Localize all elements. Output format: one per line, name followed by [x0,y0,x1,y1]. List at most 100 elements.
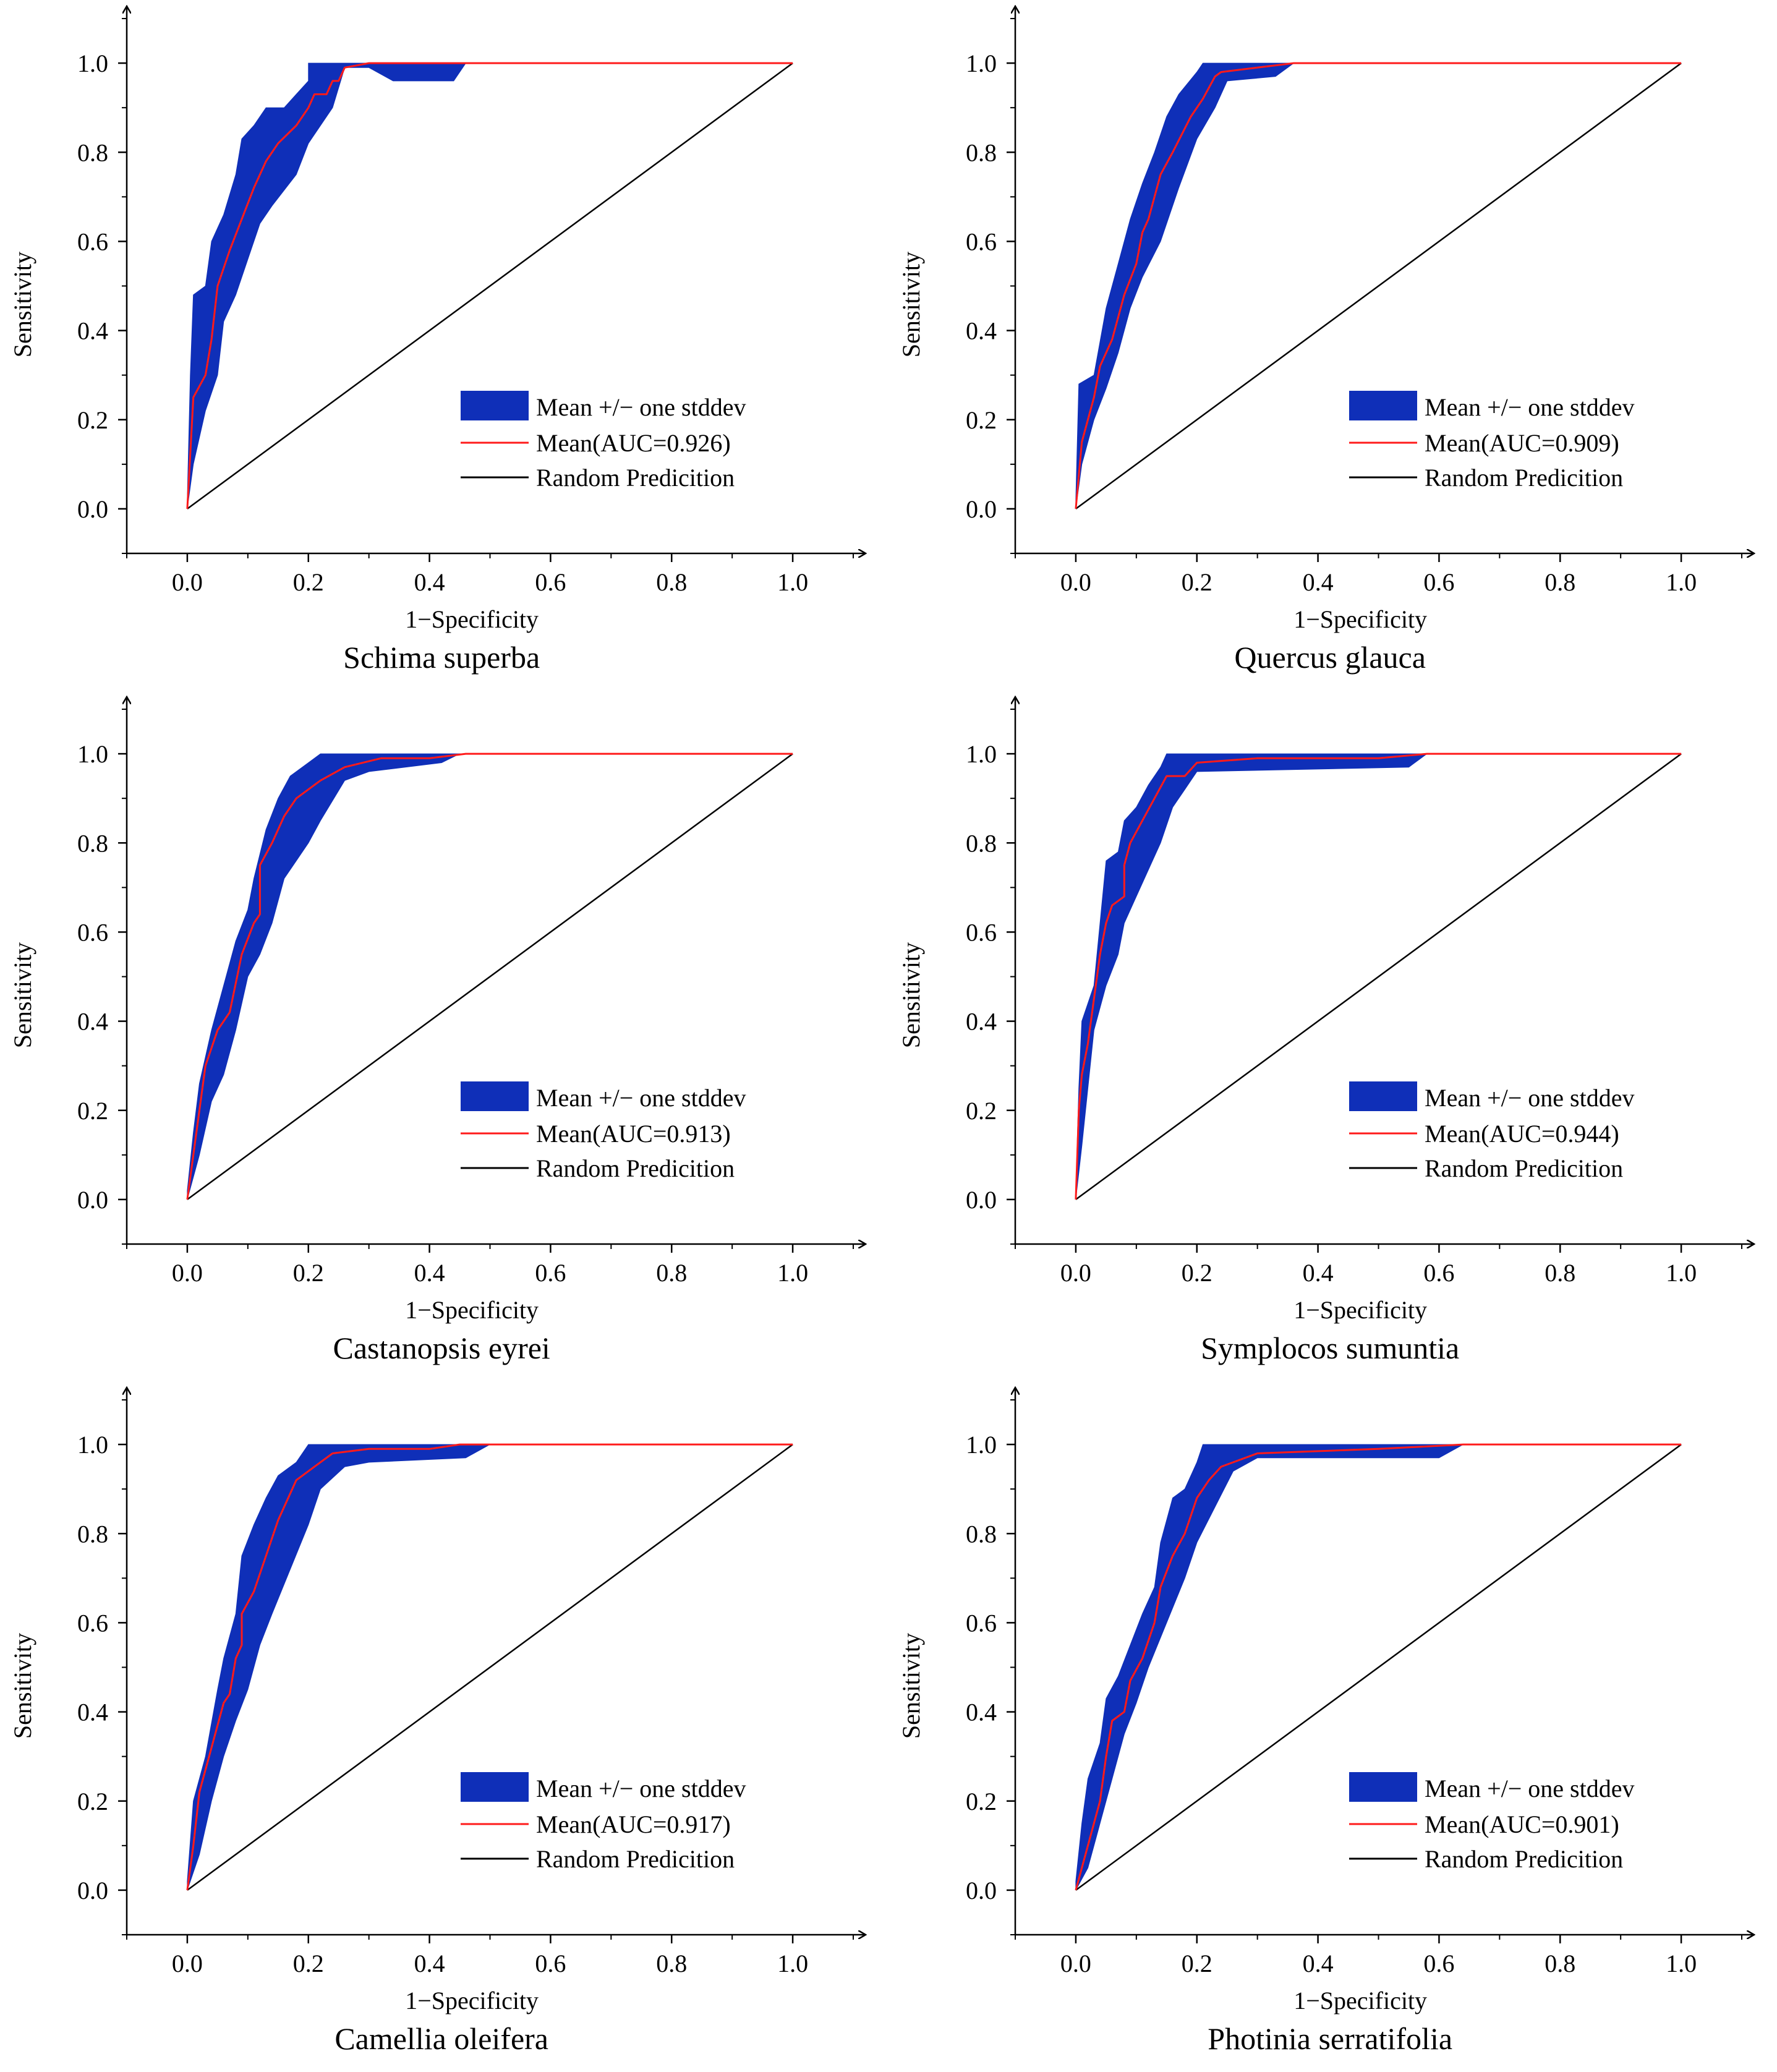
roc-panel-symplocos-sumuntia: 0.0 0.2 0.4 0.6 0.8 1.0 0.0 0.2 0.4 0.6 0.8 1.0 1−Sp… [888,691,1777,1381]
x-tick-label: 0.0 [172,1950,203,1977]
y-tick-label: 1.0 [966,740,997,768]
x-tick-label: 0.0 [1060,1950,1091,1977]
x-axis-title: 1−Specificity [1293,1987,1427,2014]
x-tick-label: 0.8 [1545,1950,1575,1977]
x-tick-label: 0.2 [293,1259,324,1287]
random-prediction-line [187,753,793,1200]
legend-label-random: Random Predicition [1425,1845,1623,1873]
y-tick-label: 0.4 [77,317,108,345]
legend-label-band: Mean +/− one stddev [536,1084,746,1112]
y-axis-title: Sensitivity [9,252,36,357]
y-tick-label: 0.4 [966,1699,997,1726]
roc-panel-castanopsis-eyrei: 0.0 0.2 0.4 0.6 0.8 1.0 0.0 0.2 0.4 0.6 0.8 1.0 1−Sp… [0,691,888,1381]
x-tick-label: 0.0 [172,1259,203,1287]
roc-chart: 0.0 0.2 0.4 0.6 0.8 1.0 0.0 0.2 0.4 0.6 0.8 1.0 1−Sp… [9,691,888,1365]
x-tick-label: 0.6 [1423,1259,1454,1287]
legend-label-random: Random Predicition [1425,1154,1623,1182]
legend-label-mean: Mean(AUC=0.944) [1425,1120,1619,1148]
random-prediction-line [187,62,793,509]
roc-chart: 0.0 0.2 0.4 0.6 0.8 1.0 0.0 0.2 0.4 0.6 0.8 1.0 1−Sp… [9,1381,888,2056]
legend: Mean +/− one stddev Mean(AUC=0.926) Random… [461,391,746,492]
random-prediction-line [1075,1444,1682,1891]
y-tick-label: 0.8 [966,1520,997,1548]
x-tick-label: 0.0 [172,568,203,596]
roc-chart: 0.0 0.2 0.4 0.6 0.8 1.0 0.0 0.2 0.4 0.6 0.8 1.0 1−Sp… [897,0,1777,675]
y-tick-label: 0.0 [966,1186,997,1214]
roc-panel-photinia-serratifolia: 0.0 0.2 0.4 0.6 0.8 1.0 0.0 0.2 0.4 0.6 0.8 1.0 1−Sp… [888,1381,1777,2072]
y-tick-label: 0.0 [966,1877,997,1904]
legend-label-random: Random Predicition [536,1154,735,1182]
x-axis-title: 1−Specificity [405,1987,539,2014]
legend: Mean +/− one stddev Mean(AUC=0.944) Random… [1349,1081,1635,1182]
legend-label-mean: Mean(AUC=0.909) [1425,429,1619,457]
stddev-band [187,62,793,509]
y-axis-title: Sensitivity [897,942,925,1048]
x-axis-title: 1−Specificity [1293,1296,1427,1324]
mean-roc-line [1075,62,1682,509]
panel-caption: Schima superba [343,640,540,675]
legend-swatch-band [1349,391,1417,420]
y-tick-label: 0.2 [966,1788,997,1815]
y-tick-label: 1.0 [77,1431,108,1459]
legend: Mean +/− one stddev Mean(AUC=0.909) Random… [1349,391,1635,492]
y-tick-label: 0.4 [966,1008,997,1036]
roc-panel-camellia-oleifera: 0.0 0.2 0.4 0.6 0.8 1.0 0.0 0.2 0.4 0.6 0.8 1.0 1−Sp… [0,1381,888,2072]
panel-caption: Photinia serratifolia [1208,2021,1452,2056]
x-axis-title: 1−Specificity [405,1296,539,1324]
y-tick-label: 0.4 [77,1699,108,1726]
y-axis-title: Sensitivity [9,1633,36,1739]
y-tick-label: 0.8 [77,829,108,857]
legend-label-band: Mean +/− one stddev [1425,393,1635,421]
y-tick-label: 0.6 [77,228,108,255]
x-tick-label: 0.6 [535,568,566,596]
y-tick-label: 1.0 [966,1431,997,1459]
legend-label-mean: Mean(AUC=0.913) [536,1120,731,1148]
legend-label-mean: Mean(AUC=0.926) [536,429,731,457]
x-tick-label: 0.4 [414,1950,445,1977]
y-tick-label: 0.2 [77,406,108,434]
legend: Mean +/− one stddev Mean(AUC=0.917) Random… [461,1772,746,1873]
y-tick-label: 0.8 [77,1520,108,1548]
roc-panel-quercus-glauca: 0.0 0.2 0.4 0.6 0.8 1.0 0.0 0.2 0.4 0.6 0.8 1.0 1−Sp… [888,0,1777,691]
y-tick-label: 0.6 [966,1609,997,1637]
x-tick-label: 1.0 [777,568,808,596]
x-tick-label: 0.4 [1303,1259,1334,1287]
y-tick-label: 0.0 [77,1186,108,1214]
x-tick-label: 1.0 [1666,1259,1697,1287]
legend-label-mean: Mean(AUC=0.917) [536,1810,731,1838]
x-tick-label: 1.0 [1666,1950,1697,1977]
x-tick-label: 1.0 [1666,568,1697,596]
legend: Mean +/− one stddev Mean(AUC=0.913) Random… [461,1081,746,1182]
y-axis-title: Sensitivity [9,942,36,1048]
x-tick-label: 0.0 [1060,568,1091,596]
x-axis-title: 1−Specificity [1293,605,1427,633]
y-axis-title: Sensitivity [897,1633,925,1739]
random-prediction-line [1075,753,1682,1200]
x-tick-label: 1.0 [777,1950,808,1977]
legend-swatch-band [461,1772,529,1802]
panel-caption: Symplocos sumuntia [1201,1331,1459,1365]
x-tick-label: 0.6 [1423,568,1454,596]
panel-caption: Castanopsis eyrei [333,1331,550,1365]
x-tick-label: 0.0 [1060,1259,1091,1287]
y-axis-title: Sensitivity [897,252,925,357]
y-tick-label: 0.8 [966,829,997,857]
y-tick-label: 1.0 [77,740,108,768]
y-tick-label: 0.8 [77,139,108,166]
mean-roc-line [1075,1443,1682,1891]
x-tick-label: 0.2 [293,568,324,596]
y-tick-label: 0.0 [77,1877,108,1904]
legend-label-mean: Mean(AUC=0.901) [1425,1810,1619,1838]
random-prediction-line [1075,62,1682,509]
x-tick-label: 0.2 [1182,568,1212,596]
panel-caption: Quercus glauca [1234,640,1426,675]
y-tick-label: 0.2 [77,1788,108,1815]
roc-chart: 0.0 0.2 0.4 0.6 0.8 1.0 0.0 0.2 0.4 0.6 0.8 1.0 1−Sp… [9,0,888,675]
stddev-band [1075,753,1682,1200]
y-tick-label: 0.4 [77,1008,108,1036]
x-tick-label: 0.8 [1545,568,1575,596]
legend-label-random: Random Predicition [536,464,735,492]
legend: Mean +/− one stddev Mean(AUC=0.901) Random… [1349,1772,1635,1873]
x-tick-label: 0.4 [1303,568,1334,596]
x-tick-label: 0.8 [656,1950,687,1977]
